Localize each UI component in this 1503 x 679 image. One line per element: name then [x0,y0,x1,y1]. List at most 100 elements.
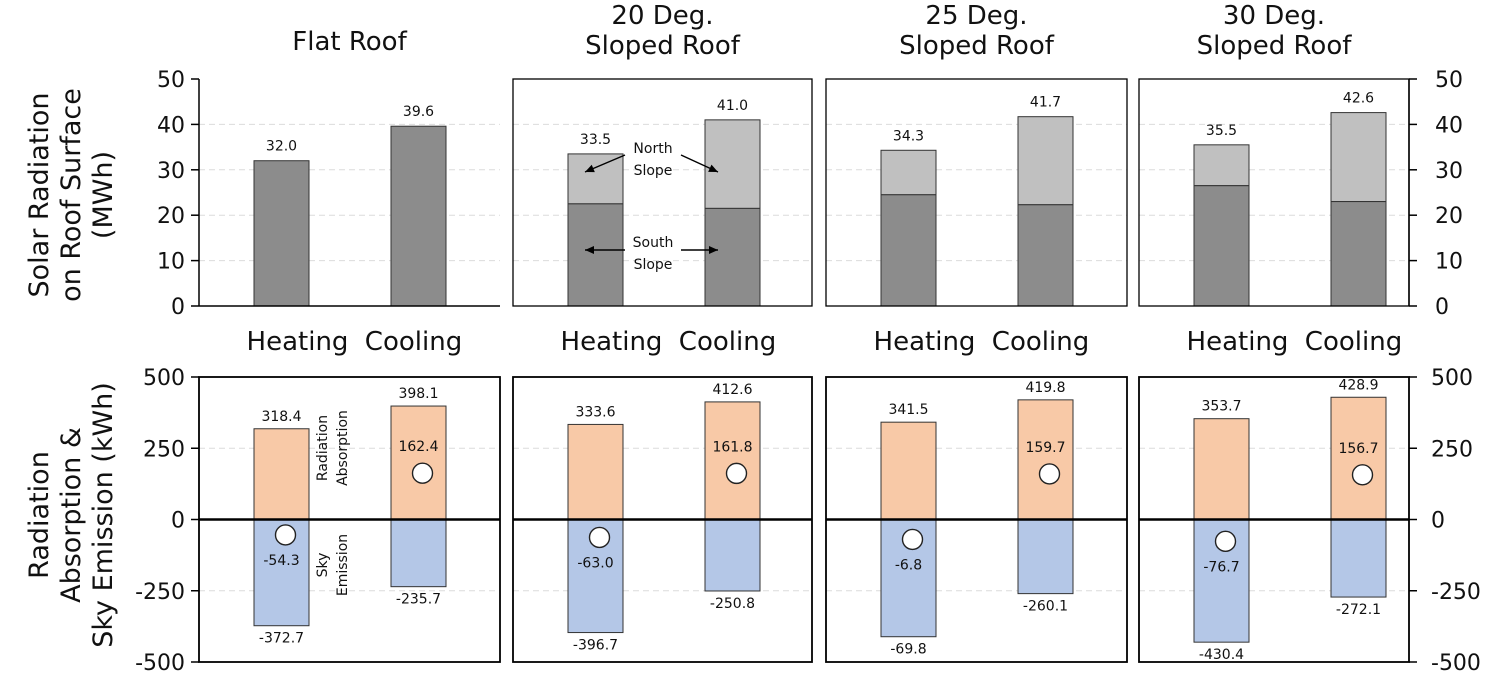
south-slope-annotation: South Slope [633,235,674,273]
top-panel-frame-1 [512,78,813,307]
category-label: Heating [1187,327,1289,357]
top-bar-north [880,149,937,196]
net-label: -76.7 [1203,559,1239,575]
top-right-tick-label: 0 [1435,295,1449,320]
bottom-left-tick-label: -500 [135,651,185,676]
absorption-label: 412.6 [712,382,752,398]
emission-bar [704,519,761,592]
grid-layer [199,123,1409,592]
top-left-tick-label: 10 [157,250,185,275]
south-arrow-right-head [709,246,718,254]
absorption-bar [704,401,761,520]
top-bar-north [704,119,761,209]
emission-label: -69.8 [890,642,926,658]
bottom-right-tick-label: 250 [1431,437,1473,462]
category-label: Heating [247,327,349,357]
emission-label: -372.7 [259,631,304,647]
panel-title-2: 25 Deg. Sloped Roof [899,1,1055,61]
bottom-right-tick-label: -250 [1431,580,1481,605]
emission-label: -250.8 [710,596,755,612]
top-panel-frame-2 [825,78,1128,307]
top-bar-north [1017,116,1074,206]
absorption-label: 353.7 [1201,399,1241,415]
top-bar-label: 42.6 [1343,91,1374,107]
radiation-absorption-annotation: Radiation Absorption [315,410,351,486]
absorption-bar [567,423,624,521]
top-right-tick-label: 30 [1435,159,1463,184]
emission-bar [390,519,447,588]
net-marker [1214,530,1237,553]
bottom-right-tick-label: 0 [1431,509,1445,534]
net-label: -63.0 [577,555,613,571]
bottom-y-axis-label: RadiationAbsorption &Sky Emission (kWh) [24,382,119,648]
top-left-tick-label: 20 [157,204,185,229]
category-label: Cooling [365,327,462,357]
text-layer: Flat Roof 20 Deg. Sloped Roof 25 Deg. Sloped… [24,1,1481,676]
absorption-bar [253,428,310,521]
top-bar-north [567,153,624,205]
net-label: 162.4 [398,439,438,455]
absorption-bar [390,405,447,520]
north-slope-annotation: North Slope [633,141,672,179]
emission-label: -272.1 [1336,602,1381,618]
bottom-left-tick-label: 500 [143,366,185,391]
bottom-right-tick-label: 500 [1431,366,1473,391]
panel-title-0: Flat Roof [292,27,407,57]
net-marker [901,528,924,551]
bottom-left-tick-label: -250 [135,580,185,605]
net-label: 156.7 [1338,441,1378,457]
bottom-left-tick-label: 250 [143,437,185,462]
north-arrow-right-head [708,164,718,172]
bottom-left-tick-label: 0 [171,509,185,534]
category-label: Cooling [679,327,776,357]
frames-layer [191,78,1417,663]
top-left-tick-label: 40 [157,113,185,138]
north-arrow-left-head [585,164,595,173]
net-label: 161.8 [712,439,752,455]
net-marker [588,526,611,549]
top-bar-label: 34.3 [893,128,924,144]
top-bar-south [567,203,624,307]
category-label: Cooling [992,327,1089,357]
top-bar-label: 41.7 [1030,95,1061,111]
top-right-tick-label: 20 [1435,204,1463,229]
category-label: Cooling [1305,327,1402,357]
top-bar-south [1330,201,1387,307]
absorption-label: 318.4 [261,409,301,425]
emission-bar [1017,519,1074,595]
top-bar-south [253,160,310,307]
top-right-tick-label: 40 [1435,113,1463,138]
top-bar-south [704,207,761,307]
net-marker [411,462,434,484]
net-marker [1351,464,1374,486]
emission-label: -430.4 [1199,647,1244,663]
absorption-label: 333.6 [575,404,615,420]
top-bar-south [880,194,937,307]
top-bar-label: 35.5 [1206,123,1237,139]
net-label: 159.7 [1025,440,1065,456]
category-label: Heating [874,327,976,357]
bottom-right-tick-label: -500 [1431,651,1481,676]
top-bar-south [1017,204,1074,307]
top-right-tick-label: 10 [1435,250,1463,275]
net-marker [1038,463,1061,485]
absorption-label: 398.1 [398,386,438,402]
panel-title-3: 30 Deg. Sloped Roof [1197,1,1353,61]
emission-label: -235.7 [396,592,441,608]
net-label: -6.8 [895,557,922,573]
sky-emission-annotation: Sky Emission [315,534,351,596]
category-label: Heating [561,327,663,357]
panel-title-1: 20 Deg. Sloped Roof [585,1,741,61]
net-label: -54.3 [263,553,299,569]
top-bar-label: 32.0 [266,139,297,155]
top-left-tick-label: 0 [171,295,185,320]
absorption-bar [1017,399,1074,520]
top-bar-north [1193,144,1250,187]
emission-label: -260.1 [1023,599,1068,615]
south-arrow-left-head [585,246,594,254]
top-bar-label: 39.6 [403,104,434,120]
top-left-tick-label: 50 [157,68,185,93]
absorption-bar [1193,418,1250,520]
absorption-label: 428.9 [1338,377,1378,393]
